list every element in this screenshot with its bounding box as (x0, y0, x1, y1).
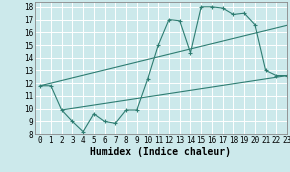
X-axis label: Humidex (Indice chaleur): Humidex (Indice chaleur) (90, 147, 231, 157)
